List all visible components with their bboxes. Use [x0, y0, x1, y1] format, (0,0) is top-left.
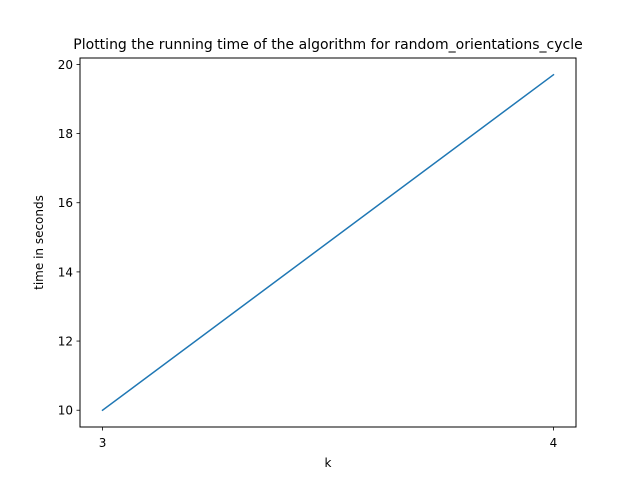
chart-title: Plotting the running time of the algorit…: [73, 37, 582, 53]
x-tick-label: 4: [550, 436, 558, 450]
y-tick-label: 12: [58, 335, 73, 349]
y-tick-label: 18: [58, 127, 73, 141]
y-tick-label: 14: [58, 265, 73, 279]
x-tick-label: 3: [99, 436, 107, 450]
plot-area: [101, 73, 555, 412]
axes-frame: [79, 57, 577, 428]
series-line-0: [101, 73, 555, 412]
y-axis-label: time in seconds: [32, 195, 46, 290]
x-axis-label: k: [325, 456, 332, 470]
y-tick-label: 10: [58, 404, 73, 418]
y-tick-label: 20: [58, 58, 73, 72]
y-axis: 10 12 14 16 18 20: [58, 58, 80, 418]
y-tick-label: 16: [58, 196, 73, 210]
